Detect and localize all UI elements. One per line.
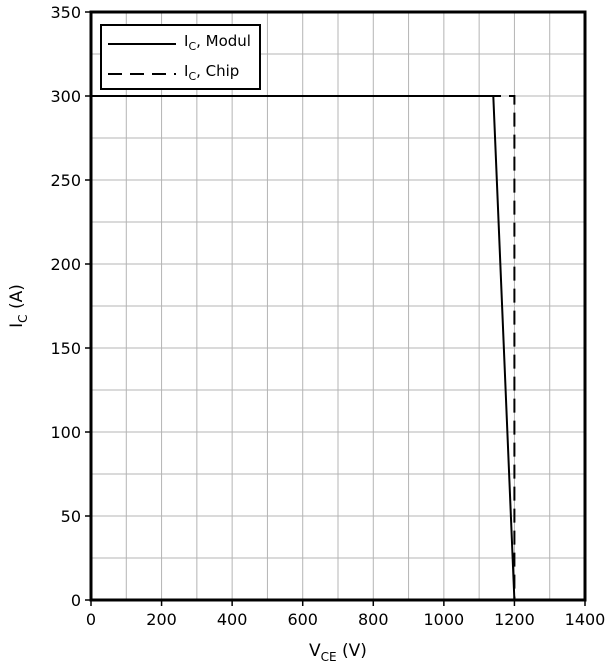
plot-frame: [89, 10, 587, 602]
y-tick-label: 50: [61, 507, 81, 526]
y-tick-label: 150: [50, 339, 81, 358]
legend-label-chip: IC, Chip: [184, 62, 239, 83]
x-tick-label: 1000: [423, 610, 464, 629]
tick-labels: 0 200 400 600 800 1000 1200 1400 0 50 100 150 200 250…: [50, 3, 605, 629]
x-tick-label: 1400: [565, 610, 606, 629]
x-tick-label: 800: [358, 610, 389, 629]
y-tick-label: 200: [50, 255, 81, 274]
y-tick-label: 350: [50, 3, 81, 22]
legend-label-modul: IC, Modul: [184, 32, 251, 53]
x-axis-label: VCE (V): [309, 641, 367, 664]
legend-box: [100, 24, 261, 90]
y-tick-label: 100: [50, 423, 81, 442]
legend: IC, Modul IC, Chip: [100, 24, 261, 90]
series-lines: [91, 95, 516, 601]
x-tick-label: 600: [287, 610, 318, 629]
x-tick-label: 200: [146, 610, 177, 629]
y-axis-label: IC (A): [7, 284, 30, 328]
x-tick-label: 400: [217, 610, 248, 629]
y-tick-label: 0: [71, 591, 81, 610]
y-tick-label: 300: [50, 87, 81, 106]
y-tick-label: 250: [50, 171, 81, 190]
x-tick-label: 1200: [494, 610, 535, 629]
series-line-chip: [91, 95, 516, 600]
x-tick-label: 0: [86, 610, 96, 629]
